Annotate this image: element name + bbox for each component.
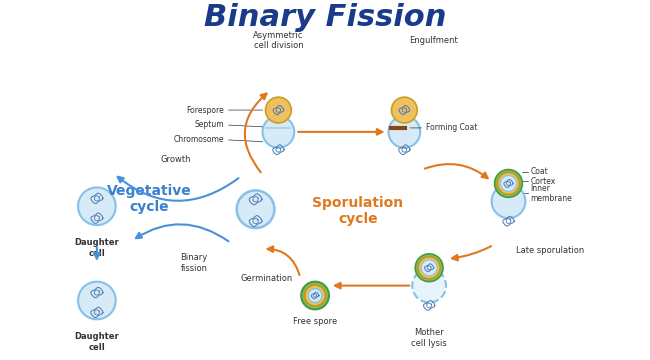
Text: Growth: Growth: [161, 155, 192, 164]
Polygon shape: [265, 97, 291, 123]
Text: Daughter
cell: Daughter cell: [75, 238, 119, 258]
Polygon shape: [237, 190, 274, 228]
Polygon shape: [78, 188, 116, 225]
Text: Coat: Coat: [530, 167, 548, 176]
Polygon shape: [391, 97, 417, 123]
Polygon shape: [305, 285, 326, 306]
Text: Vegetative
cycle: Vegetative cycle: [107, 184, 192, 215]
Polygon shape: [415, 254, 443, 282]
Polygon shape: [263, 116, 294, 148]
Polygon shape: [301, 282, 329, 309]
Polygon shape: [78, 282, 116, 319]
Polygon shape: [418, 257, 440, 279]
Polygon shape: [421, 260, 437, 276]
Text: Binary
fission: Binary fission: [181, 253, 208, 273]
Text: Binary Fission: Binary Fission: [203, 3, 447, 32]
Text: Daughter
cell: Daughter cell: [75, 332, 119, 352]
Text: Cortex: Cortex: [530, 177, 556, 186]
Text: Forming Coat: Forming Coat: [426, 123, 478, 132]
Polygon shape: [491, 184, 525, 218]
Text: Forespore: Forespore: [186, 105, 224, 114]
Text: Germination: Germination: [240, 274, 292, 283]
Text: Chromosome: Chromosome: [174, 135, 224, 144]
Text: Mother
cell lysis: Mother cell lysis: [411, 328, 447, 348]
Text: Septum: Septum: [194, 121, 224, 130]
Text: Inner
membrane: Inner membrane: [530, 184, 572, 203]
Polygon shape: [389, 116, 420, 148]
Text: Sporulation
cycle: Sporulation cycle: [312, 196, 403, 226]
Text: Engulfment: Engulfment: [410, 36, 458, 45]
Polygon shape: [500, 176, 516, 192]
Text: Late sporulation: Late sporulation: [516, 246, 584, 255]
Polygon shape: [495, 170, 523, 197]
Polygon shape: [498, 172, 519, 194]
Polygon shape: [412, 269, 446, 302]
Text: Asymmetric
cell division: Asymmetric cell division: [254, 31, 304, 50]
Polygon shape: [308, 289, 322, 302]
Text: Free spore: Free spore: [293, 317, 337, 326]
